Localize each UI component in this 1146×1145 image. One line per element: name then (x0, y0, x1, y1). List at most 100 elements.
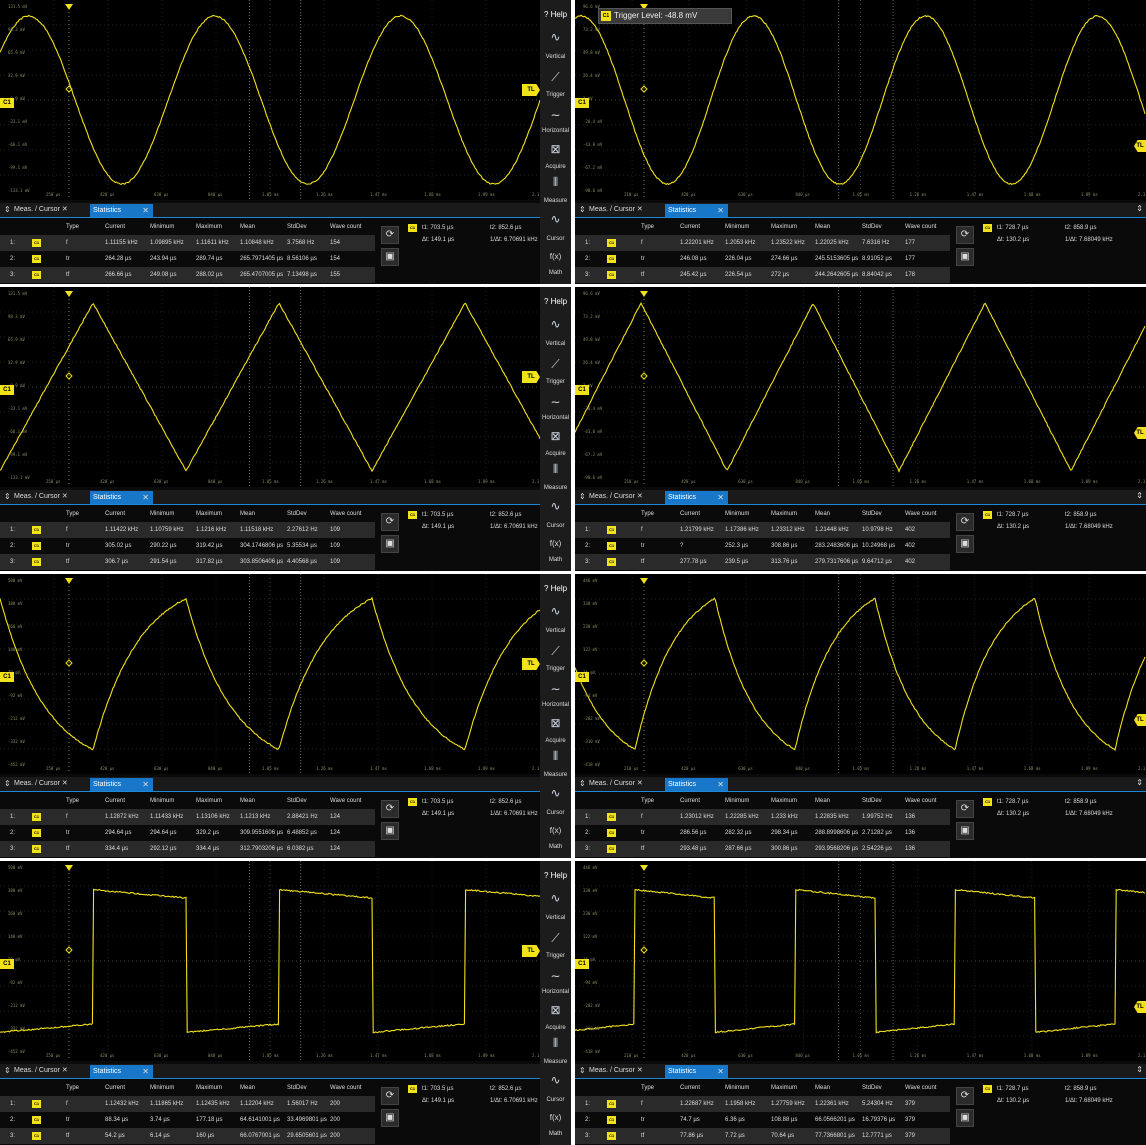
sidebar-item-measure[interactable]: Measure (540, 198, 571, 204)
reset-statistics-button[interactable]: ⟳ (381, 800, 399, 818)
channel-c1-flag[interactable]: C1 (0, 385, 14, 395)
table-row[interactable]: 1: C1 f 1.12432 kHz 1.11865 kHz 1.12435 kHz 1.… (0, 1096, 375, 1112)
sidebar-item-acquire[interactable]: Acquire (540, 1025, 571, 1031)
trigger-position-marker[interactable] (640, 865, 648, 871)
table-row[interactable]: 2: C1 tr 88.34 µs 3.74 µs 177.18 µs 64.6141001… (0, 1112, 375, 1128)
trigger-level-flag[interactable]: TL (522, 658, 540, 670)
acquire-icon[interactable]: ⊠ (540, 429, 571, 443)
waveform-plot[interactable]: 131.5 mV 98.3 mV 65.9 mV 32.9 mV -0.9 mV -33.… (0, 287, 540, 487)
close-icon[interactable]: ✕ (142, 491, 149, 504)
trigger-position-marker[interactable] (65, 578, 73, 584)
updown-icon[interactable]: ⇕ (1136, 204, 1143, 213)
tab-meas-cursor[interactable]: Meas. / Cursor ✕ (589, 779, 643, 787)
help-button[interactable]: ? Help (540, 871, 571, 880)
sidebar-item-cursor[interactable]: Cursor (540, 523, 571, 529)
updown-icon[interactable]: ⇕ (4, 1066, 11, 1075)
sidebar-item-acquire[interactable]: Acquire (540, 451, 571, 457)
waveform-plot[interactable]: 446 mV 338 mV 230 mV 122 mV 14 mV -94 mV -202 … (575, 574, 1146, 774)
acquire-icon[interactable]: ⊠ (540, 716, 571, 730)
save-button[interactable]: ▣ (956, 1109, 974, 1127)
table-row[interactable]: 1: C1 f 1.11155 kHz 1.09895 kHz 1.11611 kHz 1.… (0, 235, 375, 251)
sidebar-item-acquire[interactable]: Acquire (540, 738, 571, 744)
channel-c1-flag[interactable]: C1 (0, 98, 14, 108)
measure-icon[interactable]: ⫴ (540, 749, 571, 764)
sidebar-item-measure[interactable]: Measure (540, 772, 571, 778)
trigger-level-flag[interactable]: TL (522, 84, 540, 96)
updown-icon[interactable]: ⇕ (4, 492, 11, 501)
trigger-icon[interactable]: ⟋ (540, 357, 571, 372)
table-row[interactable]: 3: C1 tf 266.66 µs 249.08 µs 288.02 µs 265.470… (0, 267, 375, 283)
trigger-position-marker[interactable] (65, 865, 73, 871)
channel-c1-flag[interactable]: C1 (0, 672, 14, 682)
tab-statistics[interactable]: Statistics ✕ (90, 491, 153, 504)
tab-meas-cursor[interactable]: Meas. / Cursor ✕ (14, 779, 68, 787)
updown-icon[interactable]: ⇕ (4, 779, 11, 788)
help-button[interactable]: ? Help (540, 297, 571, 306)
sidebar-item-cursor[interactable]: Cursor (540, 1097, 571, 1103)
tab-meas-cursor[interactable]: Meas. / Cursor ✕ (589, 492, 643, 500)
sidebar-item-horizontal[interactable]: Horizontal (540, 415, 571, 421)
updown-icon[interactable]: ⇕ (4, 205, 11, 214)
acquire-icon[interactable]: ⊠ (540, 142, 571, 156)
acquire-icon[interactable]: ⊠ (540, 1003, 571, 1017)
reset-statistics-button[interactable]: ⟳ (956, 1087, 974, 1105)
table-row[interactable]: 3: C1 tf 245.42 µs 226.54 µs 272 µs 244.264260… (575, 267, 950, 283)
waveform-plot[interactable]: 500 mV 380 mV 260 mV 140 mV 20 mV -92 mV -212 … (0, 574, 540, 774)
table-row[interactable]: 3: C1 tf 334.4 µs 292.12 µs 334.4 µs 312.79032… (0, 841, 375, 857)
measure-icon[interactable]: ⫴ (540, 175, 571, 190)
sidebar-item-fx[interactable]: f(x) (540, 539, 571, 548)
table-row[interactable]: 3: C1 tf 77.86 µs 7.72 µs 70.64 µs 77.7366801 … (575, 1128, 950, 1144)
waveform-plot[interactable]: 446 mV 338 mV 230 mV 122 mV 14 mV -94 mV -202 … (575, 861, 1146, 1061)
table-row[interactable]: 2: C1 tr 246.08 µs 226.04 µs 274.66 µs 245.515… (575, 251, 950, 267)
table-row[interactable]: 2: C1 tr 305.02 µs 290.22 µs 319.42 µs 304.174… (0, 538, 375, 554)
measure-icon[interactable]: ⫴ (540, 1036, 571, 1051)
sidebar-item-horizontal[interactable]: Horizontal (540, 702, 571, 708)
horizontal-icon[interactable]: ∼ (540, 682, 571, 696)
close-icon[interactable]: ✕ (142, 778, 149, 791)
reset-statistics-button[interactable]: ⟳ (381, 226, 399, 244)
channel-c1-flag[interactable]: C1 (575, 959, 589, 969)
updown-icon[interactable]: ⇕ (579, 205, 586, 214)
updown-icon[interactable]: ⇕ (579, 1066, 586, 1075)
sidebar-item-measure[interactable]: Measure (540, 485, 571, 491)
save-button[interactable]: ▣ (381, 822, 399, 840)
sidebar-item-horizontal[interactable]: Horizontal (540, 989, 571, 995)
tab-statistics[interactable]: Statistics ✕ (665, 204, 728, 217)
sidebar-item-acquire[interactable]: Acquire (540, 164, 571, 170)
close-icon[interactable]: ✕ (142, 204, 149, 217)
table-row[interactable]: 2: C1 tr 286.56 µs 282.32 µs 298.34 µs 288.899… (575, 825, 950, 841)
table-row[interactable]: 3: C1 tf 306.7 µs 291.54 µs 317.82 µs 303.8506… (0, 554, 375, 570)
cursor-icon[interactable]: ∿ (540, 786, 571, 800)
close-icon[interactable]: ✕ (717, 491, 724, 504)
reset-statistics-button[interactable]: ⟳ (381, 513, 399, 531)
tab-meas-cursor[interactable]: Meas. / Cursor ✕ (14, 205, 68, 213)
sidebar-item-math[interactable]: Math (540, 1131, 571, 1137)
table-row[interactable]: 3: C1 tf 54.2 µs 6.14 µs 160 µs 66.0767001 µs 2… (0, 1128, 375, 1144)
horizontal-icon[interactable]: ∼ (540, 395, 571, 409)
table-row[interactable]: 1: C1 f 1.23012 kHz 1.22285 kHz 1.233 kHz 1.22… (575, 809, 950, 825)
table-row[interactable]: 1: C1 f 1.22201 kHz 1.2053 kHz 1.23522 kHz 1.2… (575, 235, 950, 251)
save-button[interactable]: ▣ (956, 248, 974, 266)
waveform-plot[interactable]: 96.6 mV73.2 mV49.8 mV26.4 mV3 mV-20.4 mV… (575, 0, 1146, 200)
tab-meas-cursor[interactable]: Meas. / Cursor ✕ (589, 1066, 643, 1074)
sidebar-item-cursor[interactable]: Cursor (540, 810, 571, 816)
sidebar-item-vertical[interactable]: Vertical (540, 628, 571, 634)
cursor-icon[interactable]: ∿ (540, 212, 571, 226)
waveform-plot[interactable]: 96.6 mV73.2 mV49.8 mV26.4 mV3 mV-20.4 mV… (575, 287, 1146, 487)
tab-meas-cursor[interactable]: Meas. / Cursor ✕ (14, 492, 68, 500)
horizontal-icon[interactable]: ∼ (540, 108, 571, 122)
table-row[interactable]: 2: C1 tr 294.64 µs 294.64 µs 329.2 µs 309.9551… (0, 825, 375, 841)
sidebar-item-trigger[interactable]: Trigger (540, 379, 571, 385)
table-row[interactable]: 1: C1 f 1.11422 kHz 1.10759 kHz 1.1216 kHz 1.1… (0, 522, 375, 538)
vertical-icon[interactable]: ∿ (540, 891, 571, 905)
trigger-icon[interactable]: ⟋ (540, 70, 571, 85)
save-button[interactable]: ▣ (381, 1109, 399, 1127)
updown-icon[interactable]: ⇕ (1136, 1065, 1143, 1074)
reset-statistics-button[interactable]: ⟳ (956, 800, 974, 818)
reset-statistics-button[interactable]: ⟳ (381, 1087, 399, 1105)
tab-meas-cursor[interactable]: Meas. / Cursor ✕ (14, 1066, 68, 1074)
waveform-plot[interactable]: 131.5 mV 98.3 mV 65.9 mV 32.9 mV -0.9 mV -33.… (0, 0, 540, 200)
table-row[interactable]: 1: C1 f 1.12872 kHz 1.11433 kHz 1.13106 kHz 1.… (0, 809, 375, 825)
channel-c1-flag[interactable]: C1 (0, 959, 14, 969)
horizontal-icon[interactable]: ∼ (540, 969, 571, 983)
